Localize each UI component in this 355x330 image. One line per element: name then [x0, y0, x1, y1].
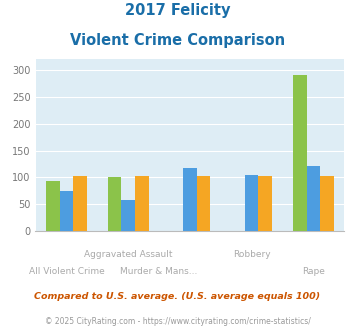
Bar [320, 176, 334, 231]
Text: Murder & Mans...: Murder & Mans... [120, 267, 198, 276]
Bar [46, 181, 60, 231]
Bar [258, 176, 272, 231]
Text: Violent Crime Comparison: Violent Crime Comparison [70, 33, 285, 48]
Bar [135, 176, 148, 231]
Bar [197, 176, 210, 231]
Text: Rape: Rape [302, 267, 325, 276]
Bar [245, 175, 258, 231]
Bar [108, 178, 121, 231]
Bar [307, 166, 320, 231]
Legend: Felicity, Ohio, National: Felicity, Ohio, National [74, 326, 306, 330]
Text: Compared to U.S. average. (U.S. average equals 100): Compared to U.S. average. (U.S. average … [34, 292, 321, 301]
Text: Robbery: Robbery [233, 250, 271, 259]
Bar [73, 176, 87, 231]
Bar [121, 200, 135, 231]
Bar [60, 191, 73, 231]
Text: 2017 Felicity: 2017 Felicity [125, 3, 230, 18]
Text: Aggravated Assault: Aggravated Assault [84, 250, 173, 259]
Text: All Violent Crime: All Violent Crime [28, 267, 104, 276]
Bar [293, 76, 307, 231]
Text: © 2025 CityRating.com - https://www.cityrating.com/crime-statistics/: © 2025 CityRating.com - https://www.city… [45, 317, 310, 326]
Bar [183, 168, 197, 231]
